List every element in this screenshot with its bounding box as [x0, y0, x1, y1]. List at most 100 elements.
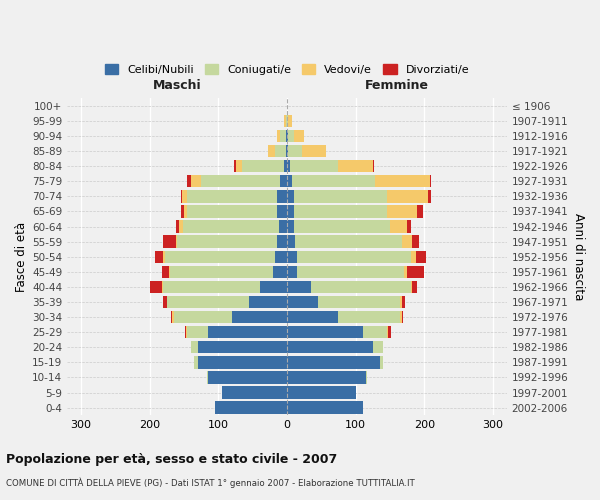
Bar	[388, 326, 391, 338]
Bar	[165, 250, 275, 263]
Bar	[208, 326, 287, 338]
Bar	[182, 190, 187, 202]
Bar	[187, 175, 191, 188]
Bar	[287, 250, 297, 263]
Bar	[407, 266, 424, 278]
Bar	[287, 236, 295, 248]
Bar	[294, 190, 386, 202]
Bar	[380, 356, 383, 368]
Bar	[302, 145, 326, 158]
Bar	[412, 280, 418, 293]
Bar	[386, 206, 418, 218]
Bar	[174, 311, 232, 324]
Bar	[162, 280, 163, 293]
Y-axis label: Anni di nascita: Anni di nascita	[572, 213, 585, 300]
Bar	[287, 190, 294, 202]
Bar	[287, 356, 380, 368]
Bar	[181, 206, 184, 218]
Bar	[277, 190, 287, 202]
Text: Popolazione per età, sesso e stato civile - 2007: Popolazione per età, sesso e stato civil…	[6, 452, 337, 466]
Bar	[185, 326, 186, 338]
Text: COMUNE DI CITTÀ DELLA PIEVE (PG) - Dati ISTAT 1° gennaio 2007 - Elaborazione TUT: COMUNE DI CITTÀ DELLA PIEVE (PG) - Dati …	[6, 478, 415, 488]
Bar	[284, 160, 287, 172]
Bar	[287, 296, 318, 308]
Bar	[187, 190, 277, 202]
Bar	[286, 145, 287, 158]
Bar	[386, 326, 388, 338]
Bar	[236, 160, 242, 172]
Bar	[286, 130, 287, 142]
Bar	[284, 115, 286, 127]
Bar	[338, 311, 400, 324]
Bar	[292, 175, 375, 188]
Bar	[294, 206, 386, 218]
Bar	[287, 402, 362, 414]
Bar	[215, 402, 287, 414]
Bar	[186, 326, 187, 338]
Bar	[242, 160, 284, 172]
Bar	[191, 175, 201, 188]
Bar	[191, 341, 198, 353]
Bar	[201, 175, 280, 188]
Bar	[184, 206, 187, 218]
Legend: Celibi/Nubili, Coniugati/e, Vedovi/e, Divorziati/e: Celibi/Nubili, Coniugati/e, Vedovi/e, Di…	[100, 60, 473, 79]
Bar	[170, 266, 273, 278]
Bar	[386, 190, 428, 202]
Text: Femmine: Femmine	[365, 80, 429, 92]
Bar	[275, 145, 286, 158]
Bar	[287, 130, 289, 142]
Bar	[373, 160, 374, 172]
Bar	[268, 145, 275, 158]
Bar	[179, 220, 182, 233]
Bar	[149, 280, 162, 293]
Bar	[260, 280, 287, 293]
Bar	[176, 220, 179, 233]
Bar	[277, 206, 287, 218]
Bar	[287, 386, 356, 398]
Bar	[232, 311, 287, 324]
Bar	[401, 311, 403, 324]
Bar	[198, 356, 287, 368]
Bar	[400, 296, 401, 308]
Bar	[290, 160, 338, 172]
Bar	[390, 220, 407, 233]
Bar	[171, 311, 172, 324]
Bar	[208, 371, 287, 384]
Bar	[362, 326, 386, 338]
Bar	[366, 371, 367, 384]
Bar	[206, 371, 208, 384]
Bar	[177, 236, 277, 248]
Bar	[249, 296, 287, 308]
Bar	[297, 266, 404, 278]
Bar	[338, 160, 373, 172]
Bar	[428, 190, 431, 202]
Bar	[294, 220, 390, 233]
Bar	[289, 130, 294, 142]
Bar	[287, 326, 362, 338]
Bar	[280, 130, 286, 142]
Y-axis label: Fasce di età: Fasce di età	[15, 222, 28, 292]
Bar	[277, 130, 280, 142]
Bar	[373, 341, 383, 353]
Bar	[410, 250, 416, 263]
Bar	[277, 236, 287, 248]
Bar	[172, 311, 174, 324]
Bar	[287, 311, 338, 324]
Bar	[410, 280, 412, 293]
Bar	[222, 386, 287, 398]
Bar	[416, 250, 427, 263]
Bar	[194, 356, 198, 368]
Bar	[167, 296, 249, 308]
Bar	[187, 326, 208, 338]
Bar	[275, 250, 287, 263]
Bar	[169, 266, 170, 278]
Bar	[287, 280, 311, 293]
Bar	[295, 236, 401, 248]
Bar	[163, 236, 176, 248]
Bar	[289, 115, 292, 127]
Bar	[286, 115, 287, 127]
Bar	[163, 296, 167, 308]
Bar	[163, 250, 165, 263]
Bar	[287, 175, 292, 188]
Bar	[182, 220, 279, 233]
